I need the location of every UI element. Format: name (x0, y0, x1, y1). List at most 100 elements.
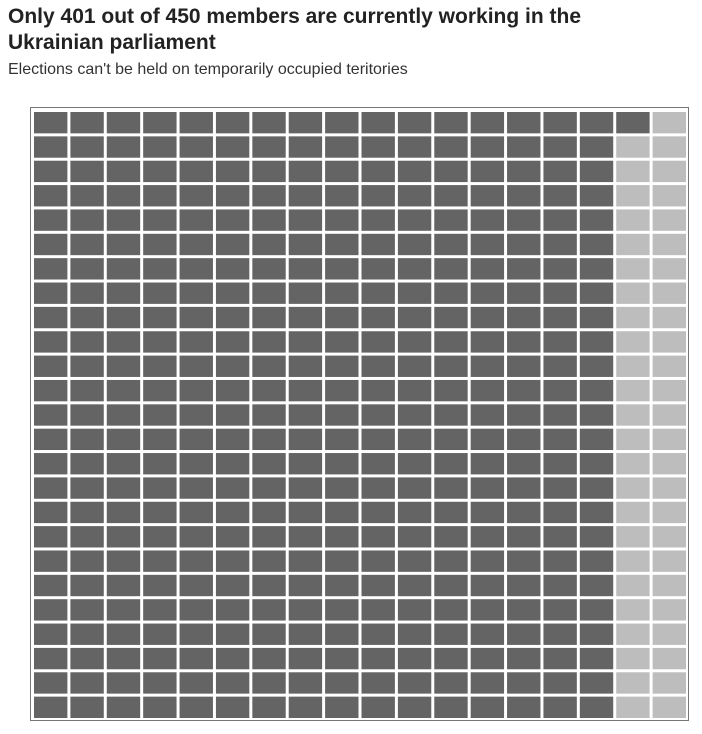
waffle-cell-working (507, 404, 541, 426)
waffle-cell-working (361, 550, 395, 572)
waffle-cell-working (179, 136, 213, 158)
waffle-cell-working (252, 647, 286, 670)
waffle-cell-working (543, 574, 577, 597)
waffle-cell-working (70, 404, 104, 426)
waffle-cell-working (325, 526, 359, 548)
waffle-cell-working (325, 672, 359, 694)
waffle-cell-working (70, 599, 104, 621)
waffle-cell-working (288, 428, 323, 451)
waffle-cell-working (325, 501, 359, 524)
waffle-cell-vacant (652, 574, 686, 597)
waffle-cell-working (543, 599, 577, 621)
waffle-cell-working (434, 233, 468, 256)
waffle-cell-working (70, 136, 104, 158)
waffle-cell-working (507, 672, 541, 694)
waffle-cell-working (579, 501, 614, 524)
waffle-cell-working (215, 696, 250, 718)
waffle-cell-working (325, 209, 359, 231)
waffle-cell-working (470, 696, 505, 718)
waffle-cell-working (143, 477, 177, 499)
waffle-cell-working (543, 160, 577, 183)
waffle-cell-working (470, 136, 505, 158)
waffle-cell-working (252, 477, 286, 499)
waffle-cell-working (252, 526, 286, 548)
waffle-cell-working (215, 647, 250, 670)
waffle-cell-vacant (616, 185, 650, 207)
waffle-cell-working (361, 209, 395, 231)
waffle-cell-vacant (616, 623, 650, 645)
waffle-cell-working (361, 501, 395, 524)
waffle-cell-working (215, 526, 250, 548)
waffle-cell-working (470, 501, 505, 524)
waffle-cell-working (434, 574, 468, 597)
waffle-cell-working (470, 233, 505, 256)
waffle-cell-working (470, 306, 505, 329)
waffle-cell-working (288, 136, 323, 158)
waffle-cell-working (143, 306, 177, 329)
waffle-cell-working (106, 623, 141, 645)
waffle-cell-working (397, 477, 432, 499)
waffle-cell-vacant (616, 209, 650, 231)
waffle-cell-working (215, 258, 250, 280)
waffle-cell-working (434, 477, 468, 499)
waffle-cell-working (325, 306, 359, 329)
waffle-cell-working (106, 136, 141, 158)
waffle-cell-working (579, 112, 614, 134)
waffle-cell-working (288, 526, 323, 548)
waffle-cell-working (143, 282, 177, 304)
waffle-cell-working (252, 160, 286, 183)
waffle-cell-working (34, 355, 68, 377)
waffle-cell-working (288, 599, 323, 621)
waffle-cell-working (288, 112, 323, 134)
waffle-cell-working (397, 258, 432, 280)
waffle-cell-working (34, 112, 68, 134)
waffle-cell-working (507, 501, 541, 524)
waffle-cell-working (579, 404, 614, 426)
waffle-cell-working (434, 209, 468, 231)
waffle-cell-working (70, 185, 104, 207)
waffle-cell-working (215, 501, 250, 524)
waffle-cell-working (143, 501, 177, 524)
waffle-cell-working (143, 526, 177, 548)
waffle-cell-working (397, 306, 432, 329)
waffle-cell-working (361, 331, 395, 353)
waffle-cell-working (325, 233, 359, 256)
waffle-cell-working (179, 185, 213, 207)
waffle-cell-working (70, 696, 104, 718)
waffle-cell-working (252, 550, 286, 572)
waffle-cell-working (288, 160, 323, 183)
waffle-cell-working (34, 550, 68, 572)
waffle-cell-working (434, 526, 468, 548)
waffle-cell-working (106, 453, 141, 475)
waffle-cell-working (252, 355, 286, 377)
waffle-cell-vacant (616, 647, 650, 670)
waffle-cell-working (34, 526, 68, 548)
waffle-cell-working (215, 160, 250, 183)
waffle-cell-working (470, 209, 505, 231)
waffle-cell-working (434, 258, 468, 280)
waffle-cell-working (215, 306, 250, 329)
waffle-cell-working (252, 185, 286, 207)
waffle-cell-working (34, 331, 68, 353)
waffle-cell-working (252, 599, 286, 621)
waffle-cell-working (70, 672, 104, 694)
waffle-cell-working (361, 623, 395, 645)
waffle-cell-working (215, 209, 250, 231)
waffle-cell-working (143, 599, 177, 621)
waffle-cell-working (143, 185, 177, 207)
waffle-cell-working (34, 477, 68, 499)
waffle-cell-working (361, 160, 395, 183)
waffle-cell-working (179, 477, 213, 499)
waffle-cell-working (215, 574, 250, 597)
waffle-cell-working (325, 599, 359, 621)
waffle-cell-working (106, 599, 141, 621)
waffle-cell-vacant (616, 501, 650, 524)
waffle-cell-working (397, 282, 432, 304)
waffle-cell-working (470, 647, 505, 670)
waffle-cell-working (143, 160, 177, 183)
waffle-cells (34, 112, 686, 718)
waffle-cell-working (288, 453, 323, 475)
waffle-cell-working (106, 477, 141, 499)
waffle-cell-working (106, 379, 141, 402)
waffle-cell-vacant (616, 331, 650, 353)
